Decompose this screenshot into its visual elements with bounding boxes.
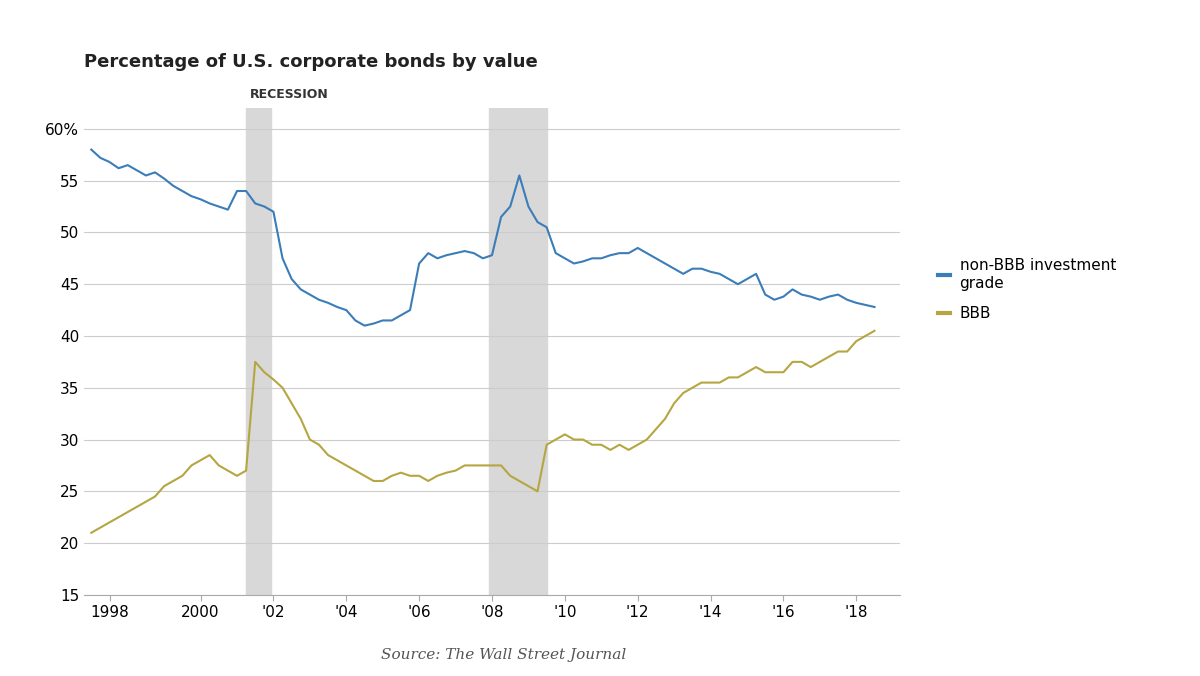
Bar — [246, 108, 270, 595]
Text: Percentage of U.S. corporate bonds by value: Percentage of U.S. corporate bonds by va… — [84, 53, 538, 71]
Text: RECESSION: RECESSION — [250, 88, 329, 101]
Bar — [490, 108, 547, 595]
Text: Source: The Wall Street Journal: Source: The Wall Street Journal — [382, 648, 626, 662]
Legend: non-BBB investment
grade, BBB: non-BBB investment grade, BBB — [932, 252, 1122, 327]
